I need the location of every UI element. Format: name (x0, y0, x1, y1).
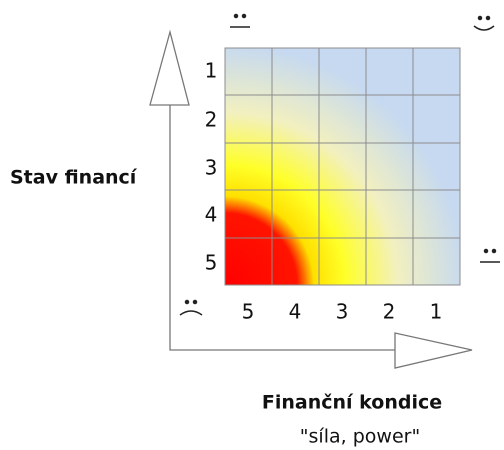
x-axis-sublabel: "síla, power" (300, 426, 420, 448)
grid-lines (224, 47, 461, 286)
x-axis-label: Finanční kondice (262, 392, 442, 414)
y-axis-label: Stav financí (10, 167, 138, 189)
y-tick: 1 (205, 59, 218, 83)
x-tick: 5 (242, 300, 255, 324)
x-tick: 2 (383, 300, 396, 324)
x-tick: 3 (336, 300, 349, 324)
y-tick: 3 (205, 156, 218, 180)
x-tick: 1 (430, 300, 443, 324)
heat-grid (225, 48, 460, 285)
y-tick: 2 (205, 108, 218, 132)
axes-arrows (149, 29, 473, 369)
x-tick: 4 (289, 300, 302, 324)
y-tick: 5 (205, 251, 218, 275)
y-tick: 4 (205, 203, 218, 227)
emoticons (179, 13, 500, 316)
